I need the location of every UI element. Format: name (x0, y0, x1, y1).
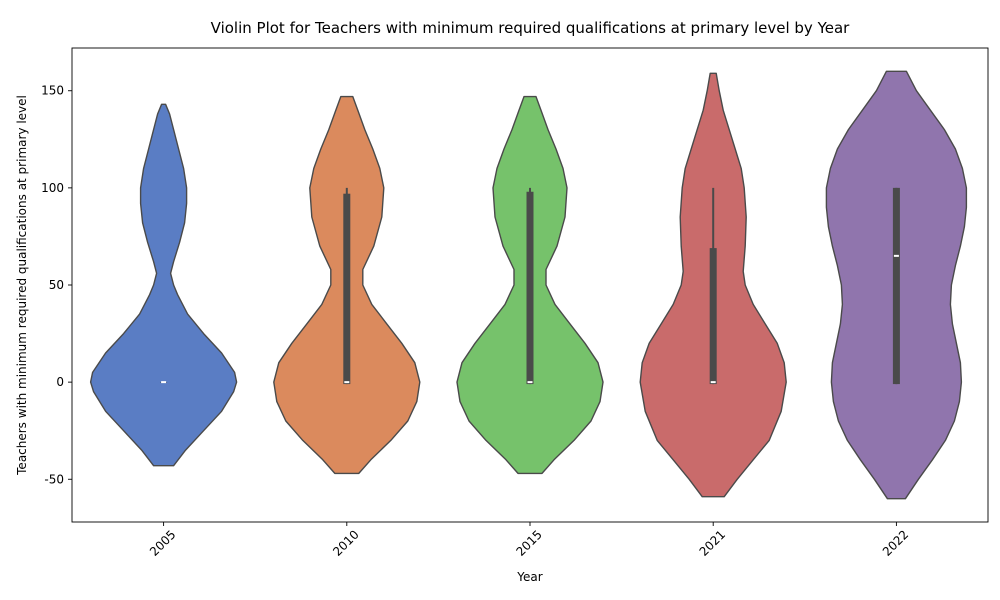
y-axis-label: Teachers with minimum required qualifica… (15, 95, 29, 476)
median-2005 (161, 381, 167, 384)
chart-title: Violin Plot for Teachers with minimum re… (211, 19, 851, 37)
x-axis: 2005 2010 2015 2021 2022 (147, 522, 911, 559)
y-tick-label: 150 (41, 84, 64, 98)
plot-frame (71, 47, 989, 523)
iqr-box-2015 (526, 191, 534, 385)
x-tick-label: 2021 (697, 527, 728, 558)
iqr-box-2021 (709, 248, 717, 385)
iqr-box-2022 (892, 187, 900, 385)
x-axis-label: Year (516, 570, 542, 584)
median-2022 (893, 254, 899, 257)
violin-2005 (89, 103, 238, 467)
x-tick-label: 2022 (880, 527, 911, 558)
median-2021 (710, 381, 716, 384)
y-tick-label: 0 (56, 375, 64, 389)
x-tick-label: 2015 (513, 527, 544, 558)
median-2015 (527, 381, 533, 384)
y-tick-label: -50 (44, 472, 64, 486)
median-2010 (344, 381, 350, 384)
y-axis: -50 0 50 100 150 (41, 84, 72, 486)
x-tick-label: 2005 (147, 527, 178, 558)
y-tick-label: 50 (49, 278, 64, 292)
y-tick-label: 100 (41, 181, 64, 195)
x-tick-label: 2010 (330, 527, 361, 558)
plot-area (89, 70, 968, 500)
iqr-box-2010 (343, 193, 351, 385)
